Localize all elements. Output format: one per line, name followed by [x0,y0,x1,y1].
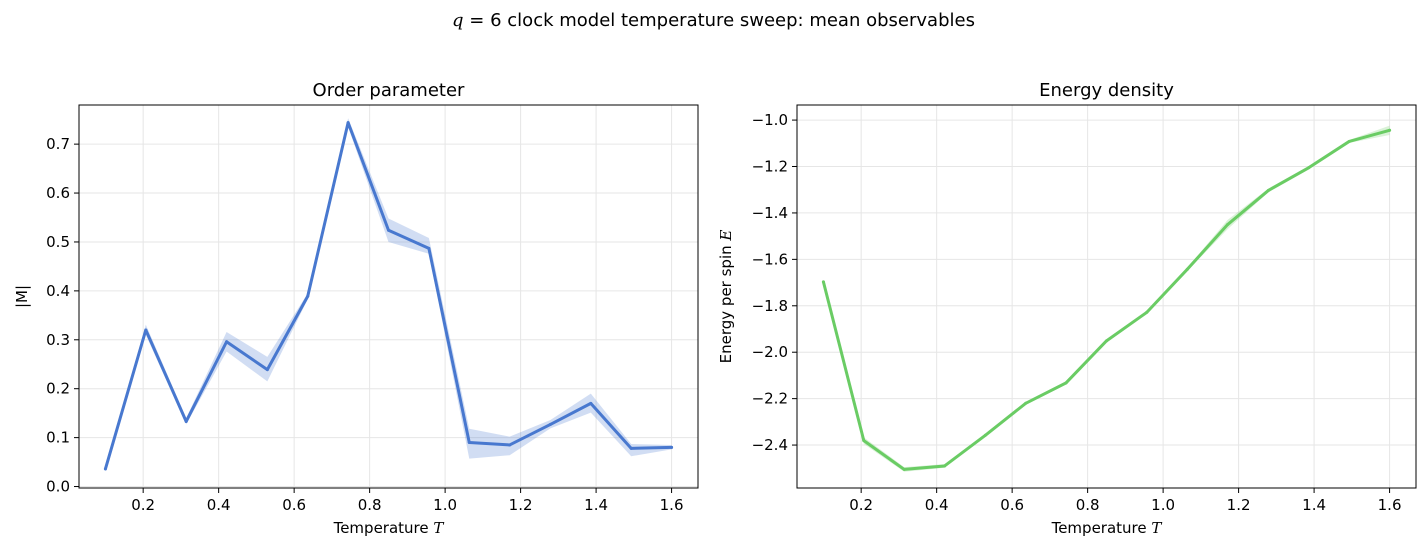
data-point [427,246,431,250]
data-point [346,121,350,125]
data-point [1105,339,1108,343]
x-tick-label: 1.0 [433,496,457,514]
x-tick-label: 1.6 [1378,496,1402,514]
y-tick-label: −2.4 [752,436,788,454]
data-point [1226,223,1230,227]
x-tick-label: 0.4 [207,496,231,514]
y-tick-label: −1.2 [752,158,788,176]
x-tick-label: 0.2 [131,496,155,514]
data-point [1145,310,1149,314]
y-tick-label: −1.8 [752,297,788,315]
y-tick-label: 0.0 [46,478,70,496]
x-tick-label: 0.8 [1076,496,1100,514]
y-axis-label: Energy per spin E [717,230,735,364]
data-point [103,467,107,471]
data-point [1064,381,1068,385]
data-point [902,467,906,471]
data-point [821,280,825,284]
x-tick-label: 1.4 [584,496,608,514]
plot-frame [796,104,1417,489]
y-tick-label: 0.4 [46,282,70,300]
data-point [589,401,593,405]
x-tick-label: 1.0 [1151,496,1175,514]
y-tick-label: −1.6 [752,250,788,268]
data-point [548,422,552,426]
suptitle-text: = 6 clock model temperature sweep: mean … [463,10,975,31]
confidence-band [105,118,672,470]
panel-title: Order parameter [313,80,466,101]
data-point [1347,139,1351,143]
suptitle-variable: q [452,10,464,31]
y-tick-label: 0.1 [46,429,70,447]
y-tick-label: 0.7 [46,135,70,153]
x-tick-label: 1.2 [1227,496,1251,514]
x-tick-label: 0.8 [358,496,382,514]
x-tick-label: 0.2 [849,496,873,514]
y-tick-label: 0.3 [46,331,70,349]
data-point [184,419,188,423]
y-tick-label: 0.6 [46,184,70,202]
data-point [670,445,674,449]
x-axis-label: Temperature T [333,519,445,537]
data-point [943,464,947,468]
data-point [629,446,633,450]
data-point [1185,267,1189,271]
data-point [306,294,310,298]
x-tick-label: 1.2 [509,496,533,514]
data-point [1266,188,1270,192]
data-point [862,439,866,443]
data-point [387,228,390,232]
data-point [265,368,269,372]
data-point [508,443,512,447]
y-tick-label: −1.4 [752,204,788,222]
x-tick-label: 0.6 [282,496,306,514]
data-point [983,433,987,437]
y-axis-label: |M| [13,285,31,308]
plot-frame [78,104,699,489]
y-tick-label: −1.0 [752,111,788,129]
y-tick-label: −2.0 [752,343,788,361]
x-tick-label: 0.6 [1000,496,1024,514]
x-tick-label: 0.4 [925,496,949,514]
data-point [1024,401,1028,405]
x-tick-label: 1.4 [1302,496,1326,514]
data-point [1307,166,1311,170]
series-line [821,128,1392,471]
panel-title: Energy density [1039,80,1174,101]
x-axis-label: Temperature T [1051,519,1163,537]
confidence-band [823,125,1390,472]
y-tick-label: −2.2 [752,390,788,408]
figure-suptitle: q = 6 clock model temperature sweep: mea… [0,10,1427,31]
data-point [1388,128,1392,132]
x-tick-label: 1.6 [660,496,684,514]
y-tick-label: 0.2 [46,380,70,398]
y-tick-label: 0.5 [46,233,70,251]
data-point [467,441,471,445]
data-point [144,328,148,332]
data-point [225,340,229,344]
